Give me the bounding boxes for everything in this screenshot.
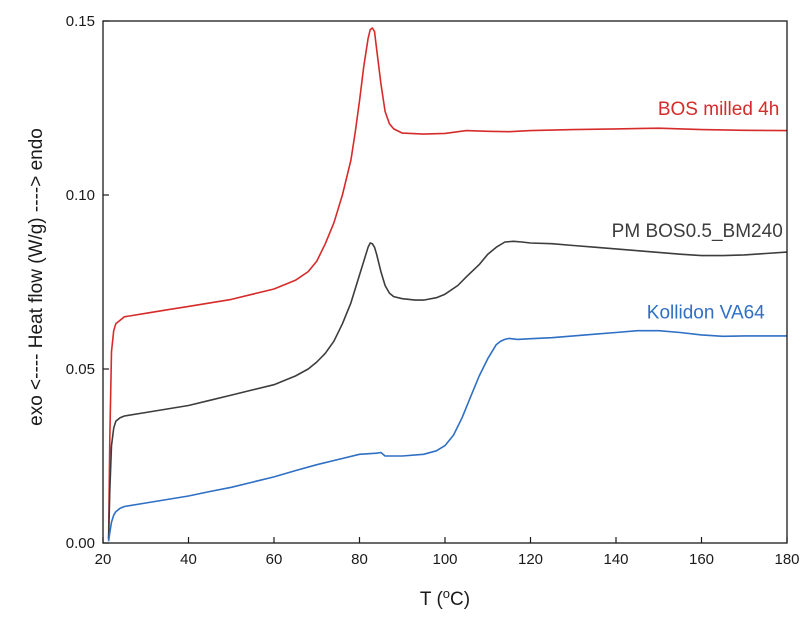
x-axis-title: T (oC) [420, 586, 470, 611]
x-axis-title-degree: o [443, 586, 450, 601]
series-line-2 [107, 240, 788, 540]
series-line-1 [107, 27, 788, 540]
x-tick-label: 120 [518, 551, 543, 568]
x-tick-label: 20 [95, 551, 112, 568]
y-tick-label: 0.05 [66, 361, 95, 378]
y-tick-label: 0.15 [66, 13, 95, 30]
x-axis-title-main: T ( [420, 589, 444, 610]
series-label-layer: BOS milled 4h PM BOS0.5_BM240 Kollidon VA6… [612, 99, 783, 324]
y-axis-title: exo <---- Heat flow (W/g) ----> endo [26, 128, 47, 426]
x-tick-label: 60 [266, 551, 283, 568]
x-tick-label: 40 [180, 551, 197, 568]
x-axis-title-unit: C) [450, 589, 470, 610]
x-tick-label: 160 [689, 551, 714, 568]
series-label-3: Kollidon VA64 [647, 303, 765, 324]
y-tick-label: 0.10 [66, 187, 95, 204]
x-tick-label: 140 [603, 551, 628, 568]
y-tick-label: 0.00 [66, 535, 95, 552]
series-line-3 [107, 329, 787, 542]
x-tick-label: 100 [432, 551, 457, 568]
series-layer [107, 27, 788, 542]
series-label-2: PM BOS0.5_BM240 [612, 221, 783, 242]
x-tick-label: 80 [351, 551, 368, 568]
series-label-1: BOS milled 4h [658, 99, 779, 120]
tick-layer: 20 40 60 80 100 120 140 160 180 0.00 0.05 0.10 0.15 [66, 13, 800, 568]
x-tick-label: 180 [774, 551, 799, 568]
